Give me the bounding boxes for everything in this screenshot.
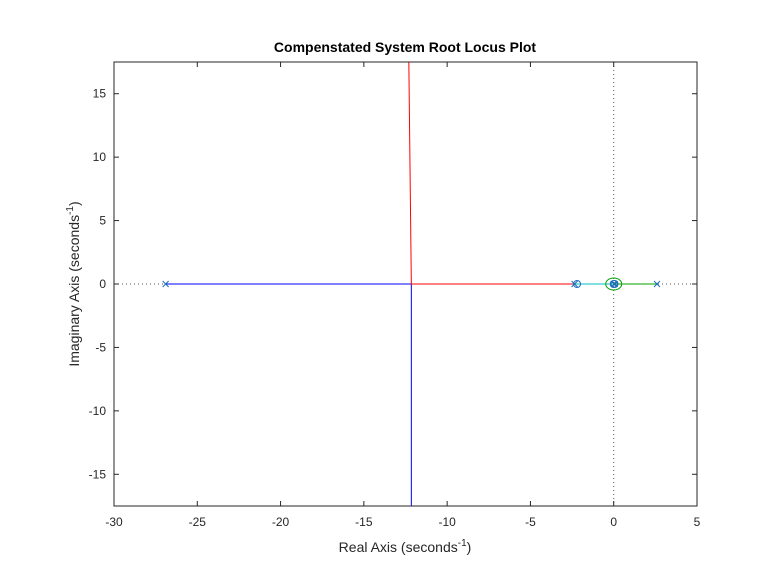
x-tick-label: -10 (438, 515, 456, 529)
y-tick-label: 10 (93, 150, 107, 164)
zero-marker-3 (610, 280, 619, 288)
x-tick-label: -25 (189, 515, 207, 529)
y-tick-label: 15 (93, 87, 107, 101)
x-tick-label: -30 (105, 515, 123, 529)
y-tick-label: -5 (95, 340, 106, 354)
y-ticks: -15 -10 -5 0 5 10 15 (89, 87, 697, 481)
x-tick-label: 5 (694, 515, 701, 529)
locus-loop-origin (605, 277, 623, 291)
x-axis-label-text: Real Axis (seconds (339, 539, 458, 555)
y-axis-label-text: Imaginary Axis (seconds (66, 215, 82, 367)
chart-title: Compenstated System Root Locus Plot (274, 39, 536, 55)
pole-marker-2 (571, 280, 578, 288)
pole-marker-5 (653, 280, 661, 288)
y-tick-label: 5 (99, 214, 106, 228)
y-axis-label-end: ) (66, 201, 82, 206)
pole-zero-markers (162, 280, 661, 288)
x-tick-label: -15 (355, 515, 373, 529)
x-tick-label: -5 (525, 515, 536, 529)
y-tick-label: 0 (99, 277, 106, 291)
x-axis-label-end: ) (467, 539, 472, 555)
x-tick-label: 0 (610, 515, 617, 529)
x-ticks: -30 -25 -20 -15 -10 -5 0 5 (105, 62, 701, 529)
x-axis-label: Real Axis (seconds-1) (339, 538, 472, 555)
locus-branches (165, 61, 658, 506)
pole-marker-4 (611, 280, 618, 288)
y-tick-label: -10 (89, 404, 107, 418)
y-axis-label-sup: -1 (65, 206, 76, 215)
locus-branch-2 (408, 61, 575, 285)
y-axis-label: Imaginary Axis (seconds-1) (65, 201, 82, 366)
x-tick-label: -20 (272, 515, 290, 529)
zero-marker-1 (573, 280, 582, 288)
pole-marker-3 (610, 280, 618, 288)
pole-marker-1 (162, 280, 169, 288)
y-tick-label: -15 (89, 467, 107, 481)
locus-branch-1 (165, 283, 412, 506)
x-axis-label-sup: -1 (458, 538, 467, 549)
